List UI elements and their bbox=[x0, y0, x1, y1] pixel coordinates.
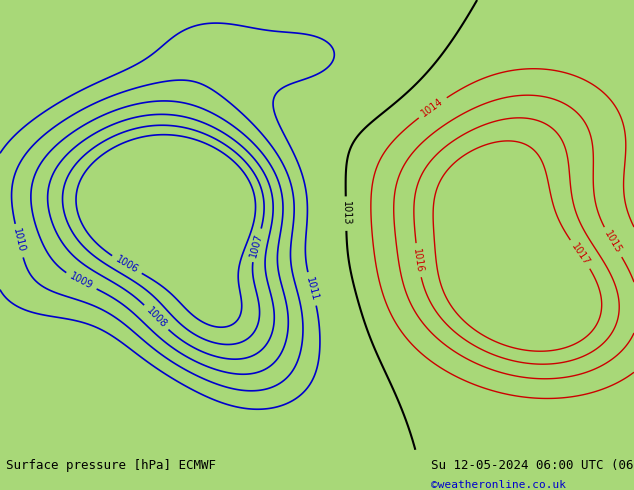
Text: 1006: 1006 bbox=[113, 254, 140, 275]
Text: 1016: 1016 bbox=[411, 247, 425, 273]
Text: Surface pressure [hPa] ECMWF: Surface pressure [hPa] ECMWF bbox=[6, 460, 216, 472]
Text: 1010: 1010 bbox=[11, 228, 27, 254]
Text: 1009: 1009 bbox=[68, 271, 94, 292]
Text: Su 12-05-2024 06:00 UTC (06+120): Su 12-05-2024 06:00 UTC (06+120) bbox=[431, 460, 634, 472]
Text: 1008: 1008 bbox=[144, 305, 169, 330]
Text: 1007: 1007 bbox=[249, 232, 264, 258]
Text: ©weatheronline.co.uk: ©weatheronline.co.uk bbox=[431, 480, 566, 490]
Text: 1017: 1017 bbox=[569, 241, 592, 267]
Text: 1015: 1015 bbox=[602, 229, 623, 255]
Text: 1013: 1013 bbox=[341, 201, 351, 226]
Text: 1011: 1011 bbox=[304, 276, 320, 302]
Text: 1014: 1014 bbox=[420, 97, 446, 119]
